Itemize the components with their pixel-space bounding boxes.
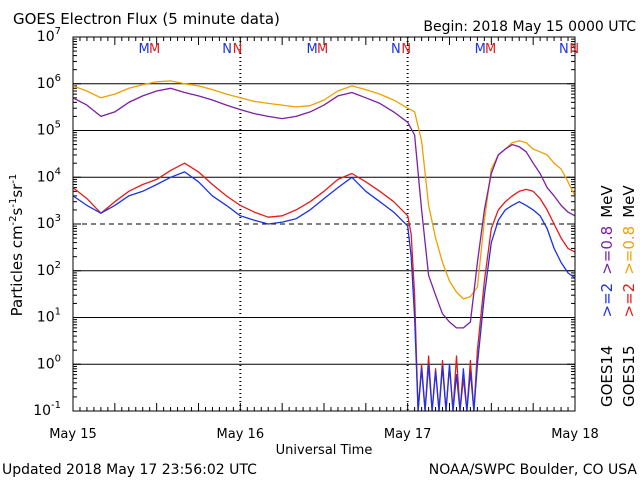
y-tick-mantissa: 10 <box>37 123 55 139</box>
marker-label: N <box>559 42 569 57</box>
x-tick-label: May 18 <box>551 427 599 442</box>
marker-label: N <box>233 42 243 57</box>
marker-label: N <box>391 42 401 57</box>
x-tick-label: May 16 <box>217 427 265 442</box>
legend-row: GOES15 >=2 >=0.8 MeV <box>620 185 638 407</box>
y-tick-mantissa: 10 <box>37 76 55 92</box>
y-tick-exponent: 4 <box>55 166 61 177</box>
x-tick-label: May 17 <box>384 427 432 442</box>
y-tick-label: 100 <box>37 353 61 372</box>
chart-title: GOES Electron Flux (5 minute data) <box>13 10 280 28</box>
legend-entry: MeV <box>620 185 638 218</box>
legend-row: GOES14 >=2 >=0.8 MeV <box>598 185 616 407</box>
y-tick-exponent: 6 <box>55 73 61 84</box>
y-tick-mantissa: 10 <box>37 216 55 232</box>
y-tick-mantissa: 10 <box>37 263 55 279</box>
series-line <box>72 80 576 300</box>
y-tick-mantissa: 10 <box>37 310 55 326</box>
y-axis-label-text: Particles cm <box>8 225 26 316</box>
y-tick-mantissa: 10 <box>33 403 51 419</box>
y-tick-label: 103 <box>37 213 61 232</box>
y-tick-label: 101 <box>37 307 61 326</box>
legend-entry: >=0.8 <box>598 226 616 275</box>
series-line <box>72 87 576 329</box>
marker-label: N <box>569 42 579 57</box>
y-tick-label: 104 <box>37 166 61 185</box>
y-tick-label: 107 <box>37 26 61 45</box>
legend-entry: >=2 <box>620 283 638 318</box>
marker-label: N <box>222 42 232 57</box>
marker-label: M <box>317 42 328 57</box>
begin-label: Begin: 2018 May 15 0000 UTC <box>423 19 636 35</box>
y-tick-mantissa: 10 <box>37 356 55 372</box>
y-tick-exponent: -1 <box>51 400 61 411</box>
updated-label: Updated 2018 May 17 23:56:02 UTC <box>2 462 257 478</box>
y-tick-exponent: 2 <box>55 260 61 271</box>
legend-entry: >=0.8 <box>620 226 638 275</box>
y-tick-exponent: 0 <box>55 353 61 364</box>
y-axis-label-exp: -1 <box>8 198 19 208</box>
marker-label: M <box>149 42 160 57</box>
y-axis-label-text: s <box>8 207 26 215</box>
series-line <box>72 162 576 412</box>
y-axis-label-text: sr <box>8 183 26 198</box>
y-tick-label: 106 <box>37 73 61 92</box>
y-tick-exponent: 7 <box>55 26 61 37</box>
x-tick-label: May 15 <box>49 427 97 442</box>
credit-label: NOAA/SWPC Boulder, CO USA <box>429 462 638 478</box>
y-axis-label-exp: -2 <box>8 215 19 225</box>
svg-text:Particles cm-2s-1sr-1: Particles cm-2s-1sr-1 <box>8 174 26 317</box>
y-tick-mantissa: 10 <box>37 169 55 185</box>
y-tick-label: 102 <box>37 260 61 279</box>
x-axis-label: Universal Time <box>276 443 373 458</box>
plot-frame <box>72 36 576 412</box>
y-axis-label-exp: -1 <box>8 174 19 184</box>
grid <box>72 36 576 412</box>
marker-label: M <box>485 42 496 57</box>
y-tick-label: 10-1 <box>33 400 61 419</box>
legend-entry: GOES14 <box>598 345 616 407</box>
marker-label: M <box>139 42 150 57</box>
marker-label: M <box>307 42 318 57</box>
y-tick-mantissa: 10 <box>37 29 55 45</box>
marker-label: N <box>401 42 411 57</box>
legend-entry: GOES15 <box>620 345 638 407</box>
legend-entry: >=2 <box>598 283 616 318</box>
legend-entry: MeV <box>598 185 616 218</box>
x-tick-labels: May 15 May 16 May 17 May 18 <box>49 427 599 442</box>
y-tick-label: 105 <box>37 120 61 139</box>
y-axis-label: Particles cm-2s-1sr-1 <box>8 174 26 317</box>
y-tick-exponent: 3 <box>55 213 61 224</box>
marker-label: M <box>475 42 486 57</box>
y-tick-exponent: 5 <box>55 120 61 131</box>
y-tick-exponent: 1 <box>55 307 61 318</box>
